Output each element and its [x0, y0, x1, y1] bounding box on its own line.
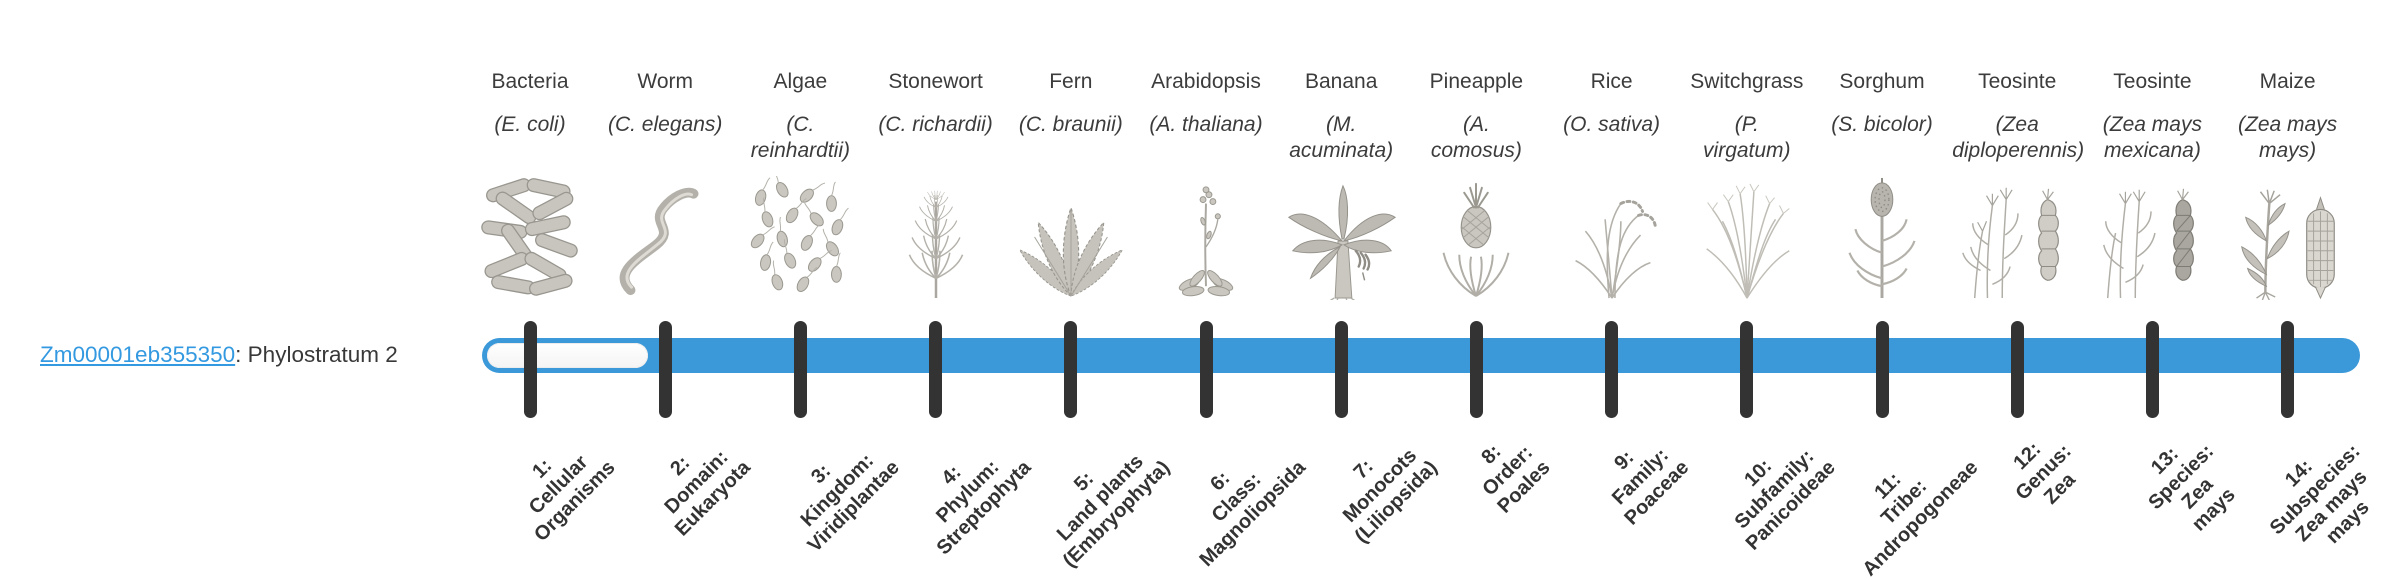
organism-header: Maize (Zea mays mays): [2223, 68, 2353, 164]
organism-header: Arabidopsis (A. thaliana): [1141, 68, 1271, 138]
axis-label-stratum-7: 7: Monocots (Liliopsida): [1338, 444, 1442, 548]
organism-species-name: (C. elegans): [607, 113, 723, 136]
organism-species-name: (Zea mays mexicana): [2102, 113, 2202, 162]
axis-label-stratum-1: 1: Cellular Organisms: [524, 451, 620, 546]
phylostratum-tick-7: [1334, 321, 1348, 418]
organism-header: Switchgrass (P. virgatum): [1682, 68, 1812, 164]
phylostratum-tick-5: [1064, 321, 1078, 418]
switchgrass-icon: [1682, 176, 1812, 300]
axis-label-stratum-12: 12: Genus: Zea: [2009, 438, 2080, 509]
phylostratum-tick-13: [2145, 321, 2159, 418]
axis-label-stratum-10: 10: Subfamily: Panicoideae: [1730, 445, 1840, 555]
organism-species-name: (A. comosus): [1430, 113, 1522, 162]
algae-icon: [735, 176, 865, 300]
organism-species-name: (C. braunii): [1018, 113, 1123, 136]
pineapple-icon: [1411, 176, 1541, 300]
teosinte-mexicana-icon: [2087, 176, 2217, 300]
organism-species-name: (P. virgatum): [1703, 113, 1791, 162]
organism-species-name: (Zea diploperennis): [1952, 113, 2085, 162]
organism-common-name: Pineapple: [1429, 70, 1524, 93]
gene-label: Zm00001eb355350: Phylostratum 2: [40, 337, 398, 373]
arabidopsis-icon: [1141, 176, 1271, 300]
stonewort-icon: [871, 176, 1001, 300]
organism-header: Pineapple (A. comosus): [1411, 68, 1541, 164]
phylostratum-tick-2: [658, 321, 672, 418]
phylostratum-tick-10: [1740, 321, 1754, 418]
organism-species-name: (E. coli): [494, 113, 566, 136]
organism-species-name: (M. acuminata): [1289, 113, 1394, 162]
organism-common-name: Maize: [2259, 70, 2316, 93]
fern-icon: [1006, 176, 1136, 300]
organism-header: Teosinte (Zea mays mexicana): [2087, 68, 2217, 164]
axis-label-stratum-4: 4: Phylum: Streptophyta: [932, 455, 1036, 560]
phylostratum-tick-11: [1875, 321, 1889, 418]
organism-common-name: Bacteria: [491, 70, 569, 93]
worm-icon: [600, 176, 730, 300]
rice-icon: [1547, 176, 1677, 300]
organism-common-name: Banana: [1304, 70, 1378, 93]
banana-icon: [1276, 176, 1406, 300]
phylostratum-tick-12: [2010, 321, 2024, 418]
organism-common-name: Teosinte: [1978, 70, 2057, 93]
organism-common-name: Teosinte: [2113, 70, 2192, 93]
organism-common-name: Worm: [637, 70, 693, 93]
axis-label-stratum-5: 5: Land plants (Embryophyta): [1053, 450, 1175, 572]
organism-species-name: (O. sativa): [1563, 113, 1661, 136]
timeline-unfilled-segment: [487, 343, 649, 368]
axis-label-stratum-13: 13: Species: Zea mays: [2144, 440, 2240, 536]
phylostratum-tick-6: [1199, 321, 1213, 418]
organism-common-name: Fern: [1049, 70, 1093, 93]
axis-label-stratum-3: 3: Kingdom: Viridiplantae: [796, 449, 905, 557]
organism-species-name: (Zea mays mays): [2238, 113, 2338, 162]
organism-species-name: (C. reinhardtii): [750, 113, 850, 162]
organism-common-name: Sorghum: [1839, 70, 1925, 93]
phylostratum-tick-1: [523, 321, 537, 418]
organism-header: Fern (C. braunii): [1006, 68, 1136, 138]
organism-header: Stonewort (C. richardii): [871, 68, 1001, 138]
organism-species-name: (C. richardii): [878, 113, 993, 136]
maize-icon: [2223, 176, 2353, 300]
organism-header: Teosinte (Zea diploperennis): [1952, 68, 2085, 164]
axis-label-stratum-11: 11: Tribe: Andropogoneae: [1858, 456, 1983, 580]
axis-label-stratum-8: 8: Order: Poales: [1477, 440, 1555, 518]
sorghum-icon: [1817, 176, 1947, 300]
teosinte-icon: [1952, 176, 2082, 300]
bacteria-icon: [465, 176, 595, 300]
organism-common-name: Arabidopsis: [1151, 70, 1261, 93]
phylostratum-tick-3: [793, 321, 807, 418]
organism-common-name: Stonewort: [888, 70, 983, 93]
timeline-bar: [482, 338, 2360, 373]
axis-label-stratum-6: 6: Class: Magnoliopsida: [1195, 456, 1310, 572]
axis-label-stratum-2: 2: Domain: Eukaryota: [660, 446, 755, 541]
organism-common-name: Rice: [1590, 70, 1633, 93]
organism-common-name: Algae: [773, 70, 828, 93]
organism-species-name: (S. bicolor): [1831, 113, 1933, 136]
organism-header: Rice (O. sativa): [1547, 68, 1677, 138]
organism-header: Worm (C. elegans): [600, 68, 730, 138]
axis-label-stratum-9: 9: Family: Poaceae: [1608, 444, 1694, 530]
organism-species-name: (A. thaliana): [1149, 113, 1263, 136]
organism-common-name: Switchgrass: [1690, 70, 1804, 93]
phylostratum-tick-4: [929, 321, 943, 418]
gene-link[interactable]: Zm00001eb355350: [40, 342, 236, 367]
phylostratum-tick-14: [2281, 321, 2295, 418]
organism-header: Bacteria (E. coli): [465, 68, 595, 138]
organism-header: Banana (M. acuminata): [1276, 68, 1406, 164]
phylostratum-tick-9: [1605, 321, 1619, 418]
gene-classification: : Phylostratum 2: [235, 342, 398, 367]
organism-header: Sorghum (S. bicolor): [1817, 68, 1947, 138]
phylostratum-tick-8: [1469, 321, 1483, 418]
organism-header: Algae (C. reinhardtii): [735, 68, 865, 164]
axis-label-stratum-14: 14: Subspecies: Zea mays mays: [2265, 440, 2374, 549]
